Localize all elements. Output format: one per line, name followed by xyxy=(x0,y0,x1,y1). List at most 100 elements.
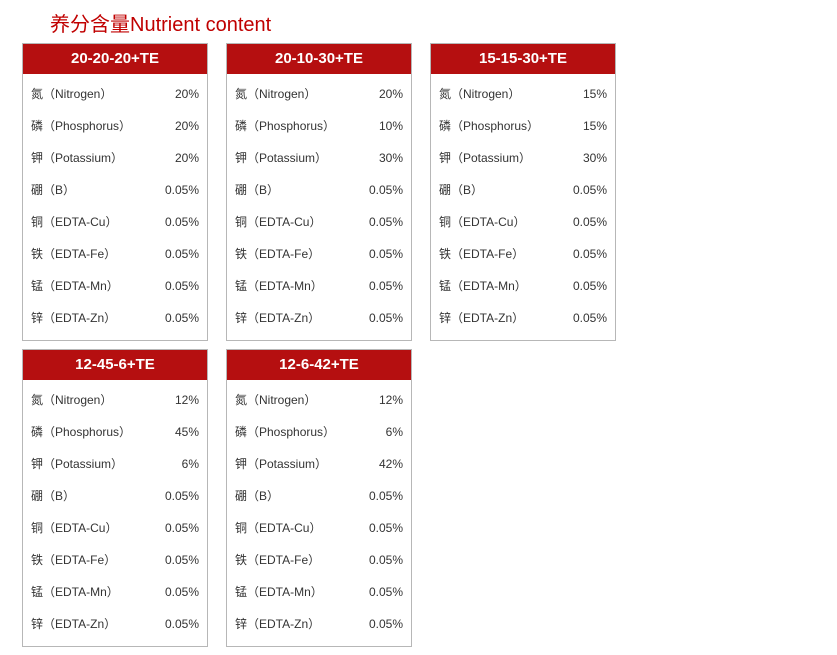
nutrient-value: 0.05% xyxy=(165,270,199,302)
nutrient-value: 12% xyxy=(175,384,199,416)
nutrient-value: 0.05% xyxy=(369,302,403,334)
nutrient-label: 锌（EDTA-Zn） xyxy=(235,608,320,640)
nutrient-label: 铁（EDTA-Fe） xyxy=(31,238,116,270)
nutrient-card: 12-6-42+TE氮（Nitrogen）12%磷（Phosphorus）6%钾… xyxy=(226,349,412,647)
nutrient-label: 锌（EDTA-Zn） xyxy=(439,302,524,334)
nutrient-value: 0.05% xyxy=(165,608,199,640)
nutrient-label: 铜（EDTA-Cu） xyxy=(439,206,525,238)
nutrient-value: 20% xyxy=(175,110,199,142)
nutrient-value: 0.05% xyxy=(369,576,403,608)
nutrient-label: 锌（EDTA-Zn） xyxy=(235,302,320,334)
page-title: 养分含量Nutrient content xyxy=(0,0,837,43)
nutrient-row: 铁（EDTA-Fe） 0.05% xyxy=(235,238,403,270)
nutrient-card: 15-15-30+TE 氮（Nitrogen） 15% 磷（Phosphorus） 15… xyxy=(430,43,616,341)
nutrient-row: 氮（Nitrogen） 20% xyxy=(31,78,199,110)
nutrient-value: 6% xyxy=(386,416,403,448)
nutrient-label: 铜（EDTA-Cu） xyxy=(31,512,117,544)
nutrient-value: 0.05% xyxy=(165,512,199,544)
nutrient-row: 磷（Phosphorus） 10% xyxy=(235,110,403,142)
nutrient-value: 12% xyxy=(379,384,403,416)
nutrient-row: 铜（EDTA-Cu） 0.05% xyxy=(235,512,403,544)
nutrient-row: 铜（EDTA-Cu）0.05% xyxy=(439,206,607,238)
nutrient-label: 硼（B） xyxy=(439,174,483,206)
nutrient-label: 锰（EDTA-Mn） xyxy=(31,576,119,608)
nutrient-row: 硼（B）0.05% xyxy=(31,174,199,206)
nutrient-value: 0.05% xyxy=(369,480,403,512)
nutrient-label: 氮（Nitrogen） xyxy=(235,78,316,110)
nutrient-row: 氮（Nitrogen） 12% xyxy=(235,384,403,416)
nutrient-row: 钾（Potassium）30% xyxy=(439,142,607,174)
nutrient-value: 0.05% xyxy=(165,174,199,206)
nutrient-value: 10% xyxy=(379,110,403,142)
nutrient-value: 0.05% xyxy=(573,174,607,206)
nutrient-row: 磷（Phosphorus） 15% xyxy=(439,110,607,142)
nutrient-card: 20-10-30+TE氮（Nitrogen）20%磷（Phosphorus）10… xyxy=(226,43,412,341)
nutrient-label: 磷（Phosphorus） xyxy=(235,110,335,142)
nutrient-label: 铜（EDTA-Cu） xyxy=(235,206,321,238)
nutrient-row: 锰（EDTA-Mn）0.05% xyxy=(235,576,403,608)
nutrient-label: 硼（B） xyxy=(31,480,75,512)
nutrient-row: 氮（Nitrogen） 20% xyxy=(235,78,403,110)
nutrient-row: 铁（EDTA-Fe） 0.05% xyxy=(31,238,199,270)
nutrient-row: 磷（Phosphorus） 6% xyxy=(235,416,403,448)
nutrient-value: 45% xyxy=(175,416,199,448)
nutrient-label: 钾（Potassium） xyxy=(31,142,123,174)
nutrient-label: 铜（EDTA-Cu） xyxy=(31,206,117,238)
card-header: 12-6-42+TE xyxy=(227,350,411,380)
nutrient-label: 氮（Nitrogen） xyxy=(235,384,316,416)
nutrient-value: 0.05% xyxy=(369,238,403,270)
nutrient-label: 锌（EDTA-Zn） xyxy=(31,302,116,334)
nutrient-label: 铁（EDTA-Fe） xyxy=(439,238,524,270)
nutrient-row: 锌（EDTA-Zn） 0.05% xyxy=(235,302,403,334)
card-body: 氮（Nitrogen）20%磷（Phosphorus）10%钾（Potassiu… xyxy=(227,74,411,340)
nutrient-value: 20% xyxy=(175,142,199,174)
nutrient-row: 锌（EDTA-Zn）0.05% xyxy=(235,608,403,640)
nutrient-label: 钾（Potassium） xyxy=(31,448,123,480)
nutrient-label: 钾（Potassium） xyxy=(235,142,327,174)
nutrient-label: 氮（Nitrogen） xyxy=(31,78,112,110)
nutrient-label: 铜（EDTA-Cu） xyxy=(235,512,321,544)
nutrient-value: 0.05% xyxy=(573,270,607,302)
nutrient-label: 氮（Nitrogen） xyxy=(439,78,520,110)
nutrient-row: 锌（EDTA-Zn） 0.05% xyxy=(439,302,607,334)
nutrient-value: 15% xyxy=(583,78,607,110)
card-body: 氮（Nitrogen）15%磷（Phosphorus）15%钾（Potassiu… xyxy=(431,74,615,340)
nutrient-row: 铁（EDTA-Fe）0.05% xyxy=(235,544,403,576)
nutrient-value: 0.05% xyxy=(369,206,403,238)
nutrient-value: 20% xyxy=(175,78,199,110)
nutrient-label: 铁（EDTA-Fe） xyxy=(235,544,320,576)
nutrient-value: 20% xyxy=(379,78,403,110)
nutrient-value: 0.05% xyxy=(573,302,607,334)
nutrient-row: 锌（EDTA-Zn）0.05% xyxy=(31,302,199,334)
card-header: 15-15-30+TE xyxy=(431,44,615,74)
nutrient-value: 15% xyxy=(583,110,607,142)
nutrient-row: 氮（Nitrogen） 15% xyxy=(439,78,607,110)
card-header: 12-45-6+TE xyxy=(23,350,207,380)
nutrient-value: 6% xyxy=(182,448,199,480)
nutrient-label: 磷（Phosphorus） xyxy=(439,110,539,142)
nutrient-row: 铁（EDTA-Fe） 0.05% xyxy=(439,238,607,270)
nutrient-row: 钾（Potassium） 30% xyxy=(235,142,403,174)
nutrient-row: 硼（B）0.05% xyxy=(235,480,403,512)
nutrient-row: 磷（Phosphorus） 20% xyxy=(31,110,199,142)
nutrient-label: 锰（EDTA-Mn） xyxy=(31,270,119,302)
nutrient-value: 0.05% xyxy=(369,512,403,544)
nutrient-row: 钾（Potassium） 20% xyxy=(31,142,199,174)
nutrient-label: 磷（Phosphorus） xyxy=(235,416,335,448)
nutrient-value: 0.05% xyxy=(573,238,607,270)
nutrient-label: 铁（EDTA-Fe） xyxy=(235,238,320,270)
nutrient-label: 钾（Potassium） xyxy=(235,448,327,480)
nutrient-row: 硼（B）0.05% xyxy=(235,174,403,206)
nutrient-row: 钾（Potassium）42% xyxy=(235,448,403,480)
nutrient-row: 锰（EDTA-Mn）0.05% xyxy=(235,270,403,302)
nutrient-row: 锰（EDTA-Mn）0.05% xyxy=(31,576,199,608)
nutrient-value: 0.05% xyxy=(369,270,403,302)
nutrient-label: 锌（EDTA-Zn） xyxy=(31,608,116,640)
nutrient-row: 锰（EDTA-Mn）0.05% xyxy=(439,270,607,302)
nutrient-value: 30% xyxy=(379,142,403,174)
nutrient-label: 磷（Phosphorus） xyxy=(31,416,131,448)
card-body: 氮（Nitrogen）12%磷（Phosphorus）6%钾（Potassium… xyxy=(227,380,411,646)
nutrient-value: 30% xyxy=(583,142,607,174)
nutrient-value: 0.05% xyxy=(165,238,199,270)
nutrient-label: 磷（Phosphorus） xyxy=(31,110,131,142)
